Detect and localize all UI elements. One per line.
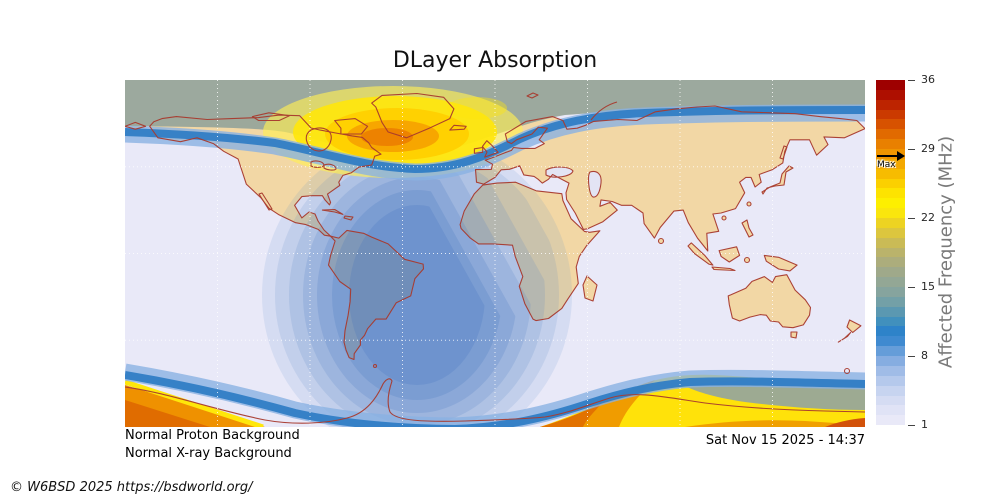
max-frequency-marker: Max	[876, 150, 906, 173]
colorbar-tick-mark	[908, 356, 915, 357]
graticule	[125, 80, 865, 427]
colorbar-band	[876, 99, 905, 110]
colorbar-tick-label: 36	[921, 73, 935, 86]
colorbar-band	[876, 218, 905, 228]
colorbar-band	[876, 415, 905, 426]
colorbar-tick-mark	[908, 218, 915, 219]
colorbar-tick-label: 15	[921, 280, 935, 293]
land-layer	[125, 93, 865, 360]
colorbar-band	[876, 375, 905, 386]
proton-background-status: Normal Proton Background	[125, 428, 300, 443]
max-arrow-head-icon	[897, 150, 905, 161]
colorbar-band	[876, 336, 905, 347]
colorbar-band	[876, 356, 905, 366]
colorbar-tick-mark	[908, 425, 915, 426]
coastline-layer	[125, 92, 865, 424]
north-auroral-blue-ribbon	[125, 106, 865, 174]
colorbar-band	[876, 237, 905, 248]
max-marker-label: Max	[877, 159, 896, 170]
colorbar	[876, 80, 905, 426]
colorbar-band	[876, 326, 905, 337]
colorbar-band	[876, 385, 905, 396]
colorbar-ticks: 36 29 22 15 8 1	[905, 73, 965, 431]
colorbar-band	[876, 267, 905, 278]
colorbar-band	[876, 119, 905, 130]
max-arrow-icon	[877, 154, 898, 157]
colorbar-band	[876, 306, 905, 317]
colorbar-band	[876, 149, 905, 159]
colorbar-band	[876, 395, 905, 406]
colorbar-band	[876, 227, 905, 238]
page-title: DLayer Absorption	[392, 48, 598, 73]
colorbar-band	[876, 109, 905, 120]
colorbar-tick-label: 29	[921, 142, 935, 155]
colorbar-band	[876, 80, 905, 90]
colorbar-band	[876, 316, 905, 327]
colorbar-band	[876, 158, 905, 169]
xray-background-status: Normal X-ray Background	[125, 446, 292, 461]
colorbar-band	[876, 277, 905, 288]
colorbar-band	[876, 296, 905, 307]
colorbar-band	[876, 178, 905, 189]
colorbar-band	[876, 188, 905, 199]
colorbar-band	[876, 208, 905, 219]
credit-footer: © W6BSD 2025 https://bsdworld.org/	[10, 480, 253, 495]
colorbar-band	[876, 247, 905, 258]
colorbar-band	[876, 405, 905, 416]
colorbar-band	[876, 365, 905, 376]
timestamp: Sat Nov 15 2025 - 14:37	[705, 433, 865, 448]
colorbar-band	[876, 346, 905, 357]
colorbar-band	[876, 89, 905, 100]
colorbar-tick-mark	[908, 80, 915, 81]
colorbar-tick-mark	[908, 149, 915, 150]
colorbar-band	[876, 129, 905, 140]
world-absorption-map	[125, 80, 865, 427]
south-auroral-zone	[125, 363, 865, 427]
colorbar-tick-mark	[908, 287, 915, 288]
colorbar-band	[876, 287, 905, 297]
colorbar-band	[876, 168, 905, 179]
colorbar-tick-label: 22	[921, 211, 935, 224]
colorbar-band	[876, 198, 905, 209]
colorbar-tick-label: 1	[921, 418, 928, 431]
antarctica-coastline	[125, 378, 865, 424]
colorbar-tick-label: 8	[921, 349, 928, 362]
colorbar-band	[876, 257, 905, 268]
colorbar-band	[876, 139, 905, 150]
day-absorption-contours	[262, 135, 572, 427]
south-auroral-blue-ribbon	[125, 371, 865, 427]
